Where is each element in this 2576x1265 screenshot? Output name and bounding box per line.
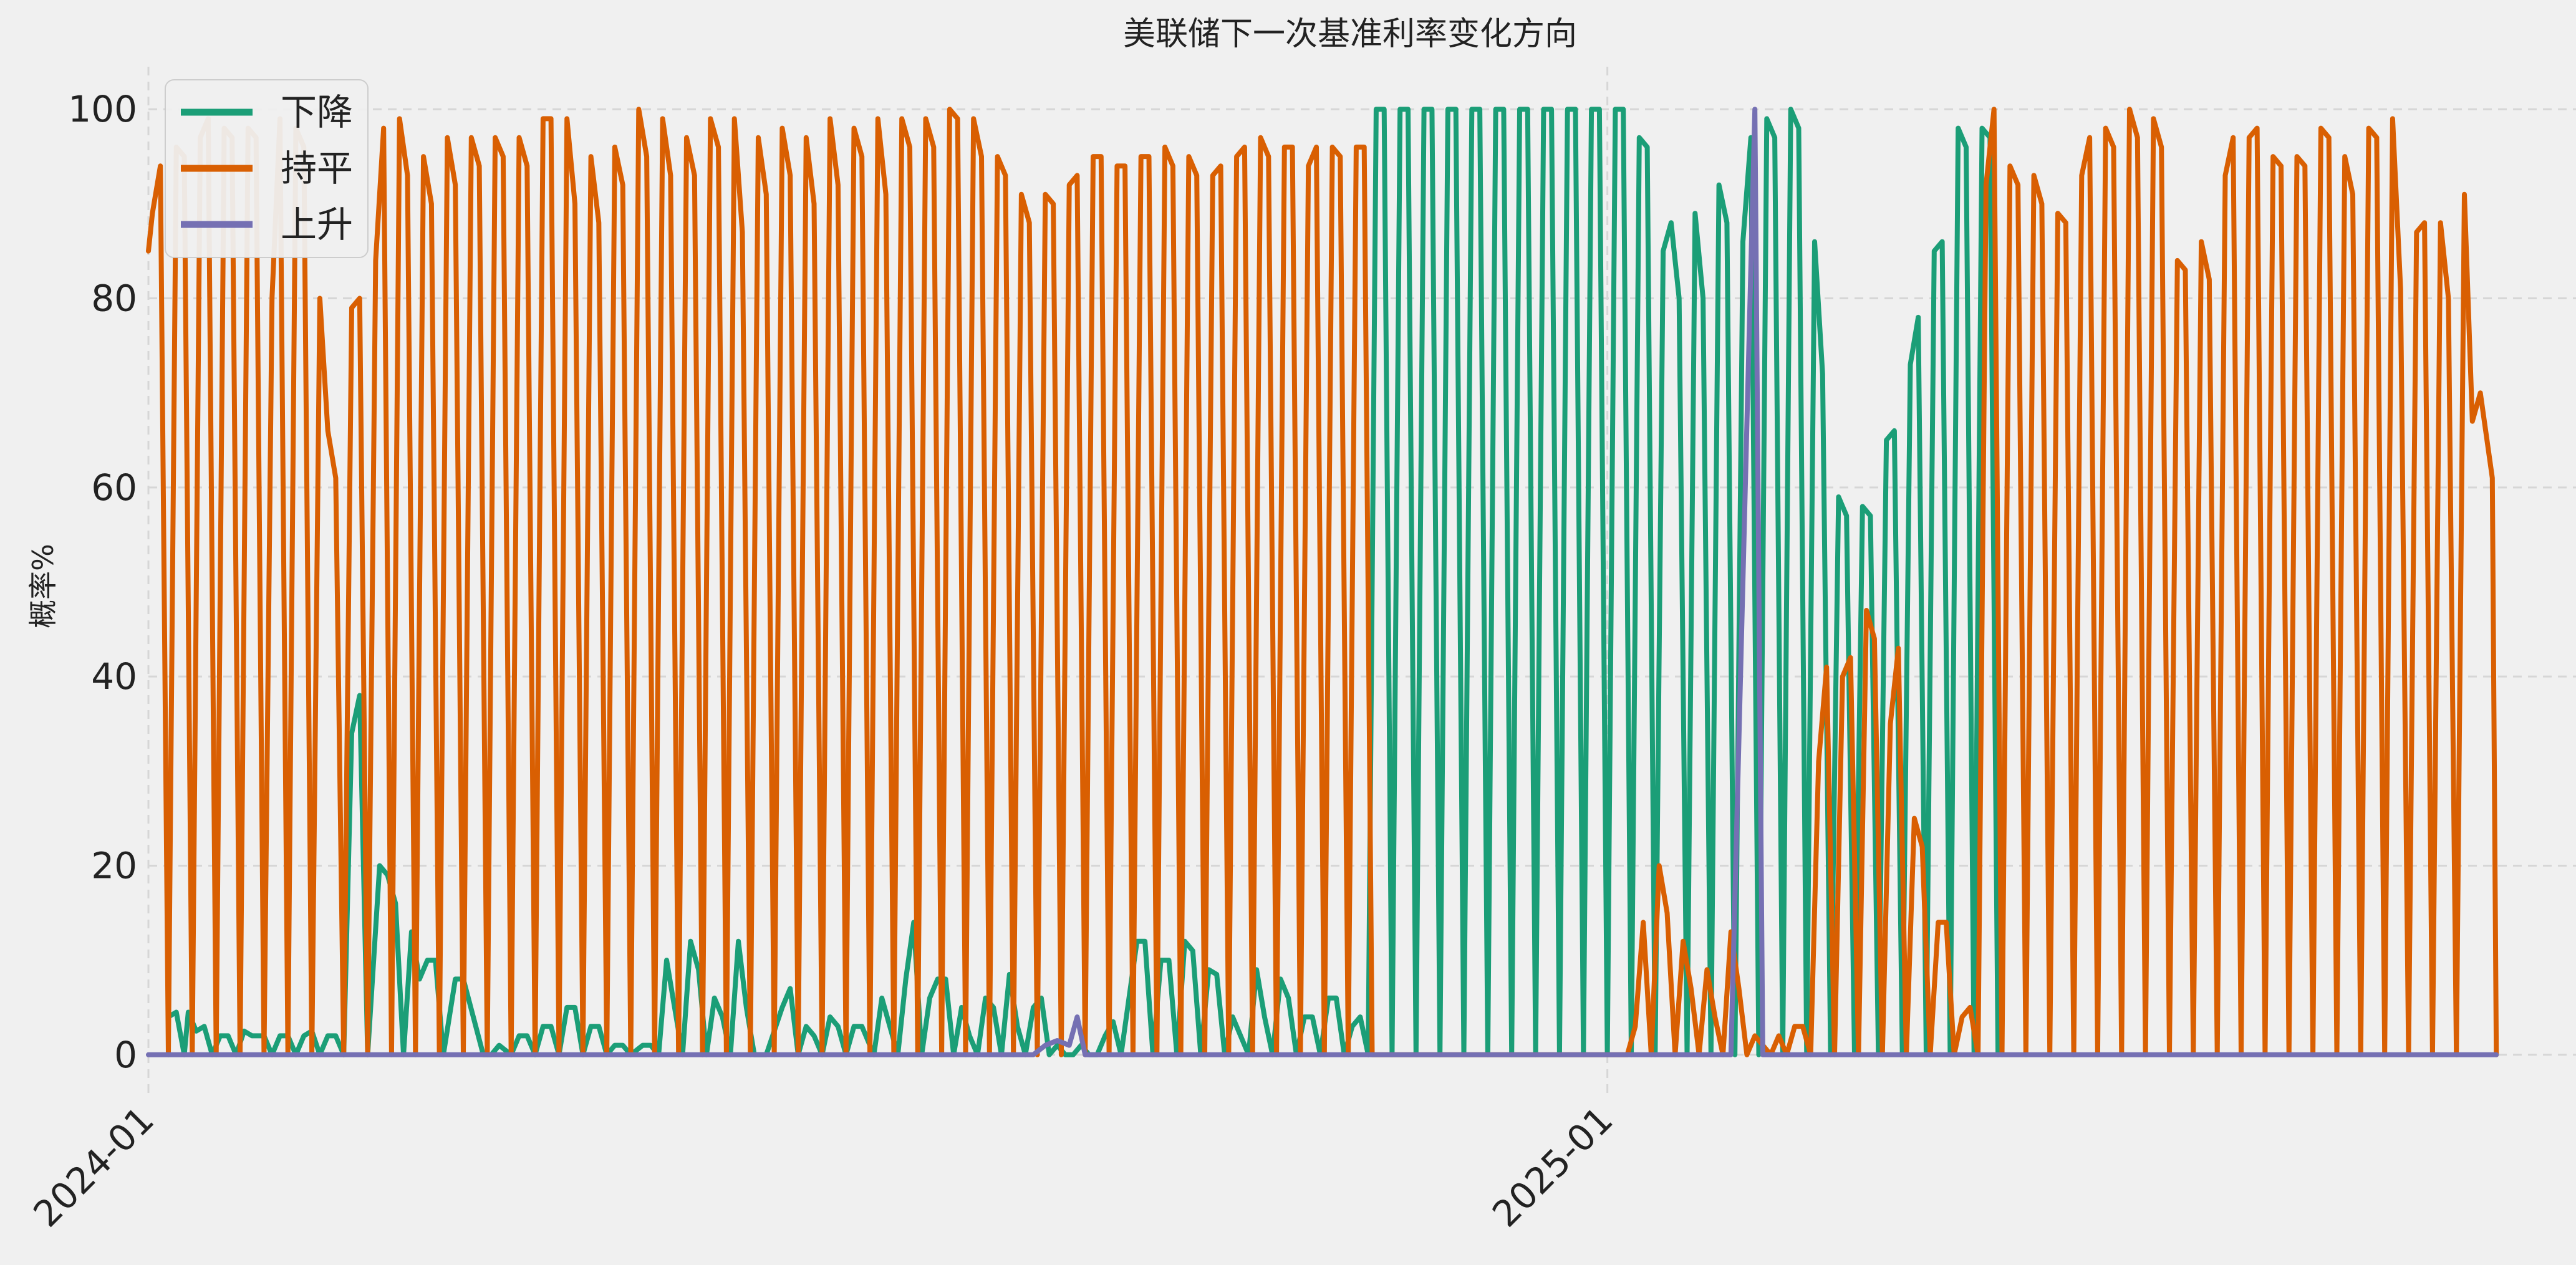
- series-layer: [146, 107, 2499, 1057]
- y-tick-label: 40: [91, 655, 137, 698]
- chart-title: 美联储下一次基准利率变化方向: [1123, 16, 1577, 53]
- x-tick-label: 2025-01: [1484, 1099, 1621, 1235]
- legend-label: 上升: [281, 203, 353, 246]
- y-tick-label: 0: [114, 1034, 137, 1076]
- series-line-上升: [146, 107, 2499, 1057]
- y-tick-label: 60: [91, 466, 137, 509]
- legend-label: 持平: [281, 147, 353, 190]
- legend-label: 下降: [281, 91, 353, 133]
- y-axis-label: 概率%: [26, 544, 60, 628]
- y-tick-label: 100: [68, 88, 137, 130]
- x-ticks: 2024-01 2025-01: [25, 1099, 1621, 1235]
- y-tick-label: 80: [91, 277, 137, 320]
- x-tick-label: 2024-01: [25, 1099, 162, 1235]
- y-tick-label: 20: [91, 844, 137, 887]
- series-line-持平: [146, 107, 2499, 1057]
- legend-box: [165, 79, 369, 258]
- y-ticks: 0 20 40 60 80 100: [68, 88, 137, 1076]
